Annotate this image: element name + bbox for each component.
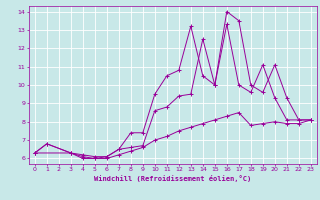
X-axis label: Windchill (Refroidissement éolien,°C): Windchill (Refroidissement éolien,°C) (94, 175, 252, 182)
